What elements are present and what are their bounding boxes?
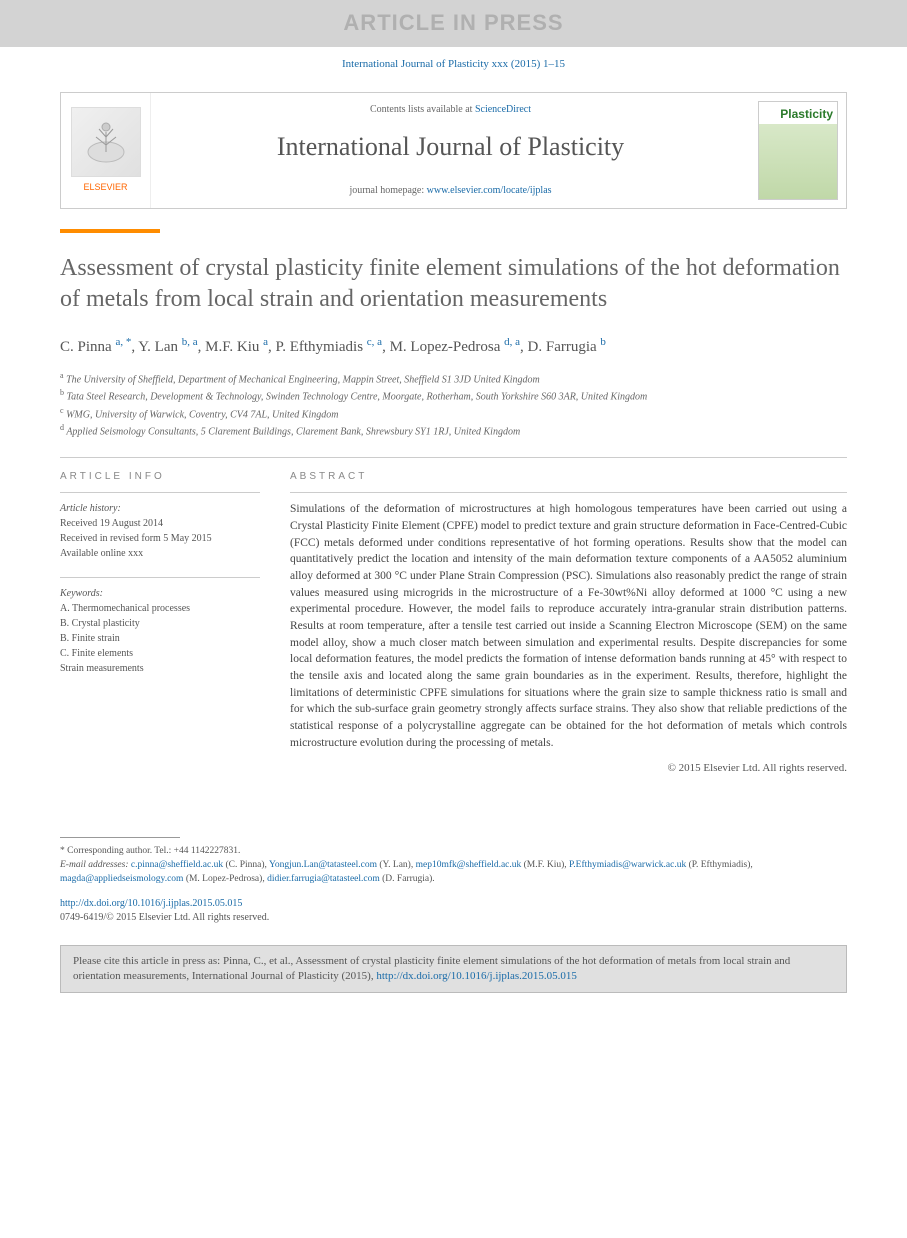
contents-line: Contents lists available at ScienceDirec…	[161, 103, 740, 117]
header-center: Contents lists available at ScienceDirec…	[151, 93, 750, 208]
issn-line: 0749-6419/© 2015 Elsevier Ltd. All right…	[60, 911, 847, 925]
footer-area: * Corresponding author. Tel.: +44 114222…	[60, 837, 847, 925]
email-link[interactable]: magda@appliedseismology.com	[60, 874, 183, 884]
journal-header-box: ELSEVIER Contents lists available at Sci…	[60, 92, 847, 209]
two-column-layout: ARTICLE INFO Article history: Received 1…	[60, 470, 847, 776]
email-link[interactable]: c.pinna@sheffield.ac.uk	[131, 860, 223, 870]
divider	[60, 457, 847, 458]
keyword-item: B. Finite strain	[60, 631, 260, 646]
elsevier-column: ELSEVIER	[61, 93, 151, 208]
abstract-copyright: © 2015 Elsevier Ltd. All rights reserved…	[290, 761, 847, 776]
email-label: E-mail addresses:	[60, 860, 129, 870]
revised-date: Received in revised form 5 May 2015	[60, 531, 260, 546]
author: M.F. Kiu a	[205, 339, 268, 355]
author-affiliation-marker: d, a	[504, 336, 520, 348]
author: D. Farrugia b	[528, 339, 606, 355]
keyword-item: B. Crystal plasticity	[60, 616, 260, 631]
article-info-label: ARTICLE INFO	[60, 470, 260, 484]
homepage-line: journal homepage: www.elsevier.com/locat…	[161, 184, 740, 198]
abstract-label: ABSTRACT	[290, 470, 847, 484]
divider	[290, 492, 847, 493]
journal-name: International Journal of Plasticity	[161, 129, 740, 165]
email-link[interactable]: Yongjun.Lan@tatasteel.com	[269, 860, 377, 870]
online-date: Available online xxx	[60, 546, 260, 561]
main-content: Assessment of crystal plasticity finite …	[0, 253, 907, 924]
top-citation-line: International Journal of Plasticity xxx …	[0, 47, 907, 82]
affiliation-key: d	[60, 423, 64, 432]
email-link[interactable]: mep10mfk@sheffield.ac.uk	[416, 860, 522, 870]
article-title: Assessment of crystal plasticity finite …	[60, 253, 847, 315]
author-affiliation-marker: b, a	[182, 336, 198, 348]
please-cite-box: Please cite this article in press as: Pi…	[60, 945, 847, 994]
history-label: Article history:	[60, 501, 260, 516]
cover-body	[759, 124, 837, 199]
elsevier-tree-icon	[71, 107, 141, 177]
keyword-item: Strain measurements	[60, 661, 260, 676]
cite-doi-link[interactable]: http://dx.doi.org/10.1016/j.ijplas.2015.…	[376, 970, 577, 982]
footnote-rule	[60, 837, 180, 838]
keyword-item: C. Finite elements	[60, 646, 260, 661]
emails-line: E-mail addresses: c.pinna@sheffield.ac.u…	[60, 858, 847, 887]
footnotes: * Corresponding author. Tel.: +44 114222…	[60, 844, 847, 887]
orange-accent-bar	[60, 229, 160, 233]
article-in-press-banner: ARTICLE IN PRESS	[0, 0, 907, 47]
author: Y. Lan b, a	[138, 339, 197, 355]
homepage-link[interactable]: www.elsevier.com/locate/ijplas	[427, 185, 552, 196]
journal-cover-thumbnail: Plasticity	[758, 101, 838, 200]
author-affiliation-marker: a	[263, 336, 268, 348]
divider	[60, 492, 260, 493]
cover-journal-word: Plasticity	[759, 102, 837, 124]
affiliation-line: d Applied Seismology Consultants, 5 Clar…	[60, 422, 847, 439]
email-link[interactable]: didier.farrugia@tatasteel.com	[267, 874, 380, 884]
corresponding-author: * Corresponding author. Tel.: +44 114222…	[60, 844, 847, 858]
author: C. Pinna a, *	[60, 339, 131, 355]
affiliations-block: a The University of Sheffield, Departmen…	[60, 370, 847, 439]
author: M. Lopez-Pedrosa d, a	[390, 339, 520, 355]
doi-link[interactable]: http://dx.doi.org/10.1016/j.ijplas.2015.…	[60, 898, 242, 909]
right-column: ABSTRACT Simulations of the deformation …	[290, 470, 847, 776]
affiliation-line: c WMG, University of Warwick, Coventry, …	[60, 405, 847, 422]
author-affiliation-marker: c, a	[367, 336, 382, 348]
affiliation-line: b Tata Steel Research, Development & Tec…	[60, 387, 847, 404]
authors-line: C. Pinna a, *, Y. Lan b, a, M.F. Kiu a, …	[60, 334, 847, 359]
elsevier-label: ELSEVIER	[83, 181, 127, 194]
keywords-label: Keywords:	[60, 586, 260, 601]
affiliation-key: a	[60, 371, 64, 380]
affiliation-key: c	[60, 406, 64, 415]
author: P. Efthymiadis c, a	[276, 339, 383, 355]
email-link[interactable]: P.Efthymiadis@warwick.ac.uk	[569, 860, 686, 870]
affiliation-line: a The University of Sheffield, Departmen…	[60, 370, 847, 387]
affiliation-key: b	[60, 388, 64, 397]
author-affiliation-marker: b	[600, 336, 606, 348]
homepage-prefix: journal homepage:	[349, 185, 426, 196]
received-date: Received 19 August 2014	[60, 516, 260, 531]
abstract-text: Simulations of the deformation of micros…	[290, 501, 847, 751]
keyword-item: A. Thermomechanical processes	[60, 601, 260, 616]
keywords-block: Keywords: A. Thermomechanical processesB…	[60, 586, 260, 676]
doi-block: http://dx.doi.org/10.1016/j.ijplas.2015.…	[60, 897, 847, 925]
contents-prefix: Contents lists available at	[370, 104, 475, 115]
left-column: ARTICLE INFO Article history: Received 1…	[60, 470, 260, 776]
divider	[60, 577, 260, 578]
history-block: Article history: Received 19 August 2014…	[60, 501, 260, 561]
sciencedirect-link[interactable]: ScienceDirect	[475, 104, 531, 115]
author-affiliation-marker: a, *	[115, 336, 131, 348]
